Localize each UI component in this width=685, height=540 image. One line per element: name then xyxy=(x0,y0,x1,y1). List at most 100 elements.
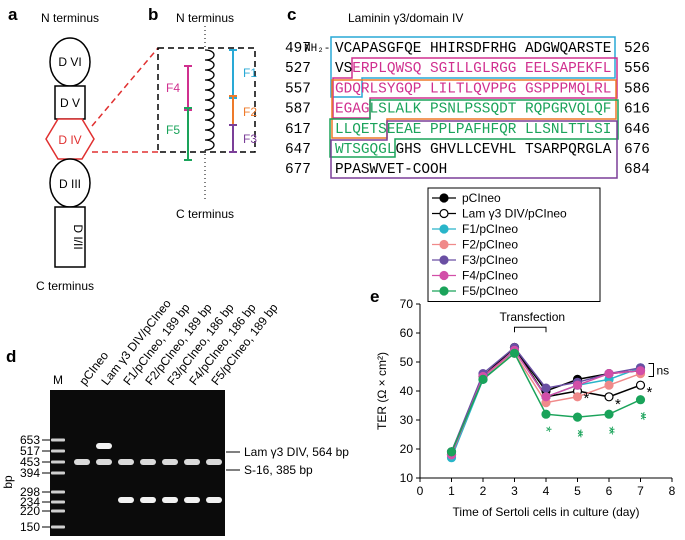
legend-box xyxy=(427,187,601,302)
fragment-label: F3 xyxy=(243,132,257,146)
band-label: Lam γ3 DIV, 564 bp xyxy=(244,445,349,459)
sequence-segment: VS xyxy=(335,61,352,77)
legend-label: Lam γ3 DIV/pCIneo xyxy=(462,207,567,221)
size-label: 394 xyxy=(20,466,40,480)
residue-end: 526 xyxy=(624,41,650,57)
n-terminus: N terminus xyxy=(41,11,99,25)
c-terminus: C terminus xyxy=(176,207,234,221)
sequence-segment: LLQETSEEAE PPLPAFHFQR LLSNLTTLSI xyxy=(335,122,611,138)
size-label: 453 xyxy=(20,455,40,469)
bracket xyxy=(514,326,547,333)
gel-band xyxy=(206,497,222,503)
legend-marker xyxy=(439,224,449,234)
data-point xyxy=(635,395,646,405)
significance-mark: * xyxy=(538,426,555,432)
unit-label: bp xyxy=(1,475,15,489)
domain-label: D V xyxy=(60,96,80,110)
size-label: 150 xyxy=(20,520,40,534)
gel-band xyxy=(206,459,222,465)
annotation: Transfection xyxy=(499,310,565,324)
coil xyxy=(204,49,215,151)
x-tick-label: 4 xyxy=(543,484,550,498)
x-tick-label: 3 xyxy=(511,484,518,498)
sequence-segment: EGAG xyxy=(335,102,370,118)
domain-label: D III xyxy=(59,177,81,191)
gel-band xyxy=(140,459,156,465)
y-tick-label: 70 xyxy=(400,297,414,311)
gel-band xyxy=(140,497,156,503)
legend-marker xyxy=(439,193,449,203)
gel-band xyxy=(118,497,134,503)
residue-start: 497 xyxy=(285,41,311,57)
bracket xyxy=(648,362,654,377)
sequence-row: LLQETSEEAE PPLPAFHFQR LLSNLTTLSI xyxy=(335,122,611,138)
data-point xyxy=(478,374,488,384)
significance-mark: ** xyxy=(569,429,586,438)
sequence-segment: PPASWVET-COOH xyxy=(335,162,447,178)
size-label: 220 xyxy=(20,504,40,518)
residue-start: 587 xyxy=(285,102,311,118)
ladder-band xyxy=(51,525,65,529)
ns-label: ns xyxy=(657,364,670,378)
significance-mark: * xyxy=(615,396,621,413)
n-terminus: N terminus xyxy=(176,11,234,25)
fragment-label: F5 xyxy=(166,123,180,137)
sequence-segment: LSLALK PSNLPSSQDT RQPGRVQLQF xyxy=(370,102,612,118)
panel-label: b xyxy=(148,5,158,24)
ladder-band xyxy=(51,500,65,504)
data-point xyxy=(604,392,614,402)
legend-label: F1/pCIneo xyxy=(462,222,518,236)
sequence-segment: GDQRLSYGQP LILTLQVPPG GSPPPMQLRL xyxy=(335,81,611,97)
legend-marker xyxy=(439,239,449,250)
fragment-label: F1 xyxy=(243,66,257,80)
y-tick-label: 10 xyxy=(400,471,414,485)
panel-label: d xyxy=(6,347,16,366)
data-point xyxy=(509,348,520,358)
ladder-band xyxy=(51,460,65,464)
data-point xyxy=(635,366,646,376)
fragment-label: F4 xyxy=(166,81,180,95)
ladder-band xyxy=(51,490,65,494)
residue-start: 527 xyxy=(285,61,311,77)
lane-label: M xyxy=(53,373,63,387)
residue-start: 557 xyxy=(285,81,311,97)
x-tick-label: 7 xyxy=(637,484,644,498)
connector xyxy=(91,47,159,127)
ladder-band xyxy=(51,449,65,453)
sequence-row: VSERPLQWSQ SGILLGLRGG EELSAPEKFL xyxy=(335,61,611,77)
x-tick-label: 0 xyxy=(417,484,424,498)
data-point xyxy=(572,392,583,402)
size-label: 234 xyxy=(20,495,40,509)
sequence-row: WTSGQGLGHS GHVLLCEVHL TSARPQRGLA xyxy=(335,142,612,158)
residue-start: 677 xyxy=(285,162,311,178)
significance-mark: * xyxy=(584,390,590,407)
legend-label: F2/pCIneo xyxy=(462,238,518,252)
data-point xyxy=(572,380,583,390)
residue-end: 646 xyxy=(624,122,650,138)
data-point xyxy=(446,447,457,457)
ladder-band xyxy=(51,509,65,513)
panel-label: e xyxy=(370,287,379,306)
domain-shape xyxy=(45,118,95,160)
c-terminus: C terminus xyxy=(36,279,94,293)
legend-marker xyxy=(439,208,449,219)
size-label: 517 xyxy=(20,444,40,458)
legend-label: F3/pCIneo xyxy=(462,253,518,267)
panel-label: a xyxy=(8,5,18,24)
data-point xyxy=(541,409,551,419)
data-point xyxy=(541,392,551,402)
ladder-band xyxy=(51,438,65,442)
data-point xyxy=(572,412,583,422)
x-tick-label: 2 xyxy=(480,484,487,498)
residue-end: 556 xyxy=(624,61,650,77)
data-point xyxy=(604,380,614,390)
sequence-row: VCAPASGFQE HHIRSDFRHG ADGWQARSTE xyxy=(335,41,611,57)
residue-start: 647 xyxy=(285,142,311,158)
residue-end: 586 xyxy=(624,81,650,97)
region-box xyxy=(329,99,619,158)
sequence-row: EGAGLSLALK PSNLPSSQDT RQPGRVQLQF xyxy=(335,102,611,118)
domain-label: D I/II xyxy=(71,224,85,249)
y-axis-label: TER (Ω × cm²) xyxy=(375,352,389,430)
